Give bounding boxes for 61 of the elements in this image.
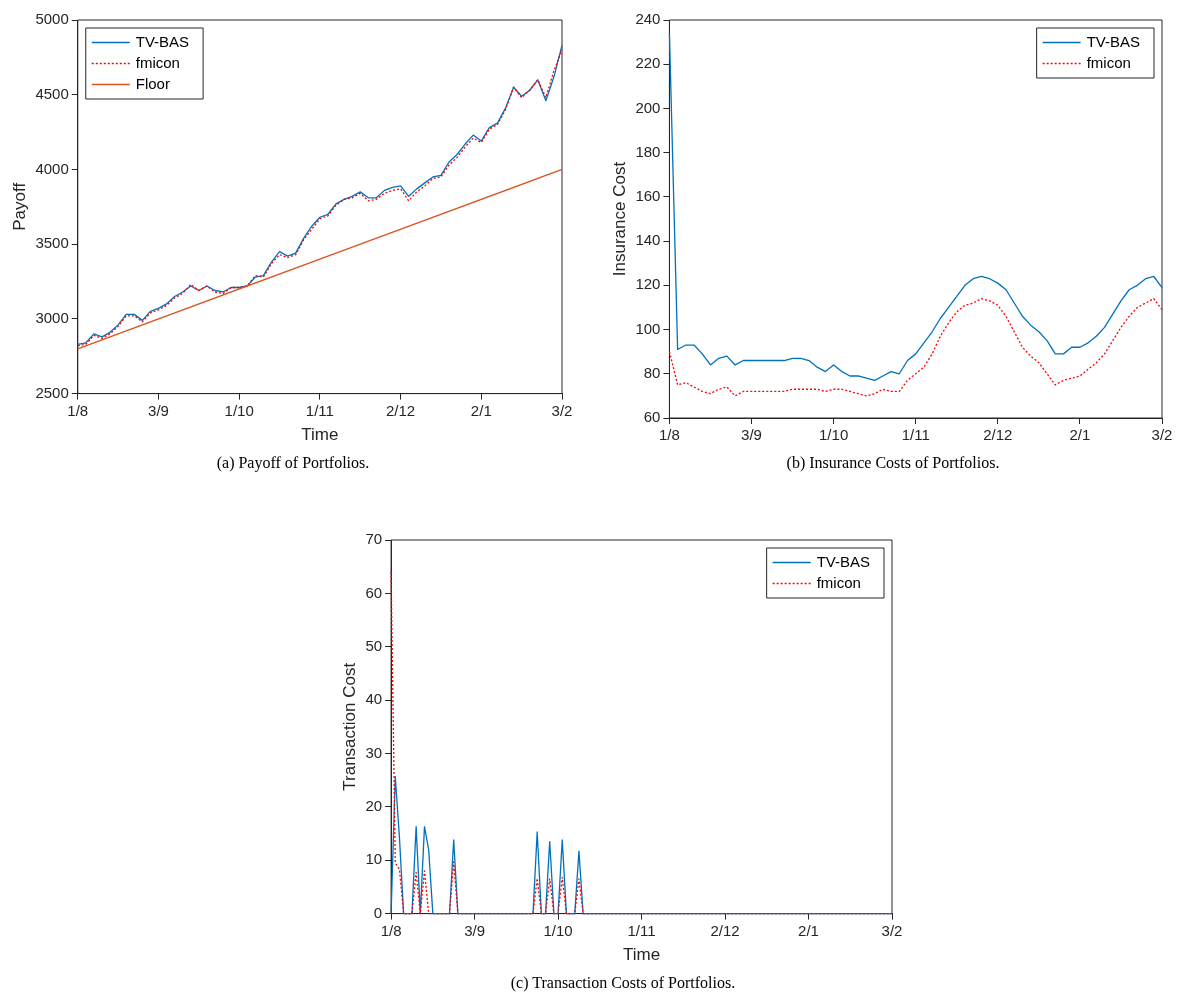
x-tick-label: 1/10 [543,921,573,939]
legend-label: fmicon [135,53,180,71]
x-tick-label: 3/9 [148,401,169,419]
text: (a) Payoff of Portfolios. [215,454,371,472]
legend-label: TV-BAS [135,32,190,50]
x-tick-label: 1/8 [67,401,89,419]
y-tick-label: 2500 [35,383,69,401]
y-tick-label: 70 [365,530,383,548]
y-tick-label: 160 [635,187,661,205]
x-axis-title: Time [301,425,339,445]
x-tick-label: 1/11 [901,426,930,444]
y-axis-title: Insurance Cost [609,161,629,277]
legend-label: fmicon [816,573,861,591]
x-tick-label: 1/10 [819,426,849,444]
x-tick-label: 1/8 [380,921,402,939]
x-tick-label: 3/2 [551,401,573,419]
x-tick-label: 1/10 [224,401,254,419]
legend-label: TV-BAS [1086,32,1141,50]
x-tick-label: 1/11 [627,921,656,939]
y-tick-label: 3500 [35,234,69,252]
y-tick-label: 60 [365,583,383,601]
y-tick-label: 30 [365,743,383,761]
x-tick-label: 3/2 [881,921,903,939]
line-series [668,297,1163,397]
y-tick-label: 10 [365,850,383,868]
x-tick-label: 3/2 [1151,426,1173,444]
legend-label: Floor [135,74,170,92]
y-tick-label: 5000 [35,10,69,28]
y-tick-label: 80 [643,363,661,381]
legend-label: TV-BAS [816,552,871,570]
x-axis-title: Time [622,945,661,965]
x-tick-label: 2/12 [983,426,1013,444]
y-tick-label: 200 [635,98,661,116]
y-axis-title: Payoff [9,182,29,231]
x-tick-label: 3/9 [741,426,762,444]
x-tick-label: 2/1 [470,401,492,419]
y-tick-label: 100 [635,319,661,337]
y-tick-label: 60 [643,408,661,426]
x-tick-label: 2/1 [798,921,819,939]
y-tick-label: 0 [373,903,383,921]
y-tick-label: 140 [635,231,661,249]
y-axis-title: Transaction Cost [339,662,359,791]
x-tick-label: 1/8 [659,426,680,444]
y-tick-label: 3000 [35,309,69,327]
x-tick-label: 3/9 [464,921,485,939]
y-tick-label: 220 [635,54,661,72]
y-tick-label: 4000 [35,159,69,177]
y-tick-label: 240 [635,10,661,28]
y-tick-label: 180 [635,142,661,160]
x-tick-label: 2/12 [385,401,416,419]
y-tick-label: 120 [635,275,661,293]
x-tick-label: 1/11 [305,401,334,419]
x-tick-label: 2/12 [710,921,740,939]
x-tick-label: 2/1 [1069,426,1091,444]
y-tick-label: 50 [365,636,383,654]
text: (b) Insurance Costs of Portfolios. [785,454,1001,472]
y-tick-label: 40 [365,690,383,708]
y-tick-label: 4500 [35,84,69,102]
text: (c) Transaction Costs of Portfolios. [509,974,737,992]
y-tick-label: 20 [365,797,383,814]
legend-label: fmicon [1086,53,1131,71]
